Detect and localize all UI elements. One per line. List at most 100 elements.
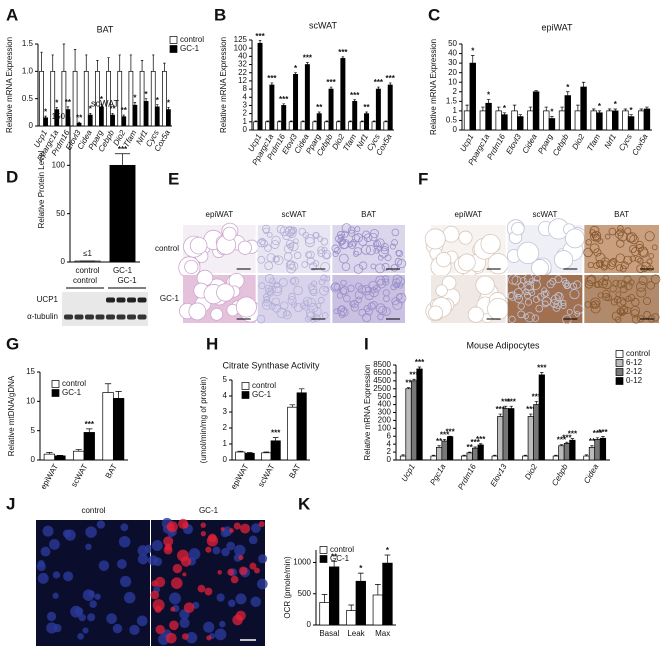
bar xyxy=(569,439,576,461)
cell xyxy=(304,316,311,322)
bar xyxy=(447,436,454,461)
cell xyxy=(308,285,318,295)
band xyxy=(106,297,115,303)
significance: * xyxy=(133,94,137,103)
signal xyxy=(238,555,244,561)
cell xyxy=(573,304,584,315)
cell xyxy=(338,311,346,319)
error-bar xyxy=(278,120,281,122)
signal xyxy=(205,546,212,553)
cell xyxy=(624,227,632,235)
nucleus xyxy=(129,624,140,635)
category-label: GC-1 xyxy=(113,266,133,275)
column-label: epiWAT xyxy=(455,210,483,219)
signal xyxy=(154,605,162,613)
nucleus xyxy=(248,535,258,545)
cell xyxy=(317,236,324,242)
error-bar xyxy=(133,102,137,106)
significance: *** xyxy=(568,430,578,439)
cell xyxy=(309,262,318,271)
error-bar xyxy=(498,413,502,417)
cell xyxy=(596,259,605,269)
legend-swatch xyxy=(615,368,624,376)
bar xyxy=(502,408,509,461)
y-axis-label: Relative mRNA Expression xyxy=(219,37,228,133)
cell xyxy=(269,277,276,285)
signal xyxy=(169,620,179,631)
category-label: BAT xyxy=(287,462,302,480)
y-tick-label: 4 xyxy=(243,92,248,101)
cell xyxy=(320,262,331,272)
cell xyxy=(618,305,629,315)
cell xyxy=(517,302,525,310)
error-bar xyxy=(353,99,356,102)
bar xyxy=(359,121,365,131)
cell xyxy=(629,255,636,262)
cell xyxy=(210,307,224,321)
significance: * xyxy=(550,108,554,117)
panel-label: G xyxy=(6,334,19,353)
cell xyxy=(395,249,402,257)
y-tick-label: 6500 xyxy=(373,368,391,377)
cell xyxy=(397,259,407,269)
bar xyxy=(612,110,619,131)
bar xyxy=(336,121,342,131)
error-bar xyxy=(272,437,279,441)
significance: * xyxy=(487,91,491,100)
bar xyxy=(410,380,418,461)
cell xyxy=(531,314,540,322)
error-bar xyxy=(357,572,364,582)
bar xyxy=(324,121,330,131)
bar xyxy=(527,416,534,461)
y-axis-label: Relative mtDNA/gDNA xyxy=(7,375,16,456)
bar xyxy=(300,121,306,131)
error-bar xyxy=(540,372,544,375)
cell xyxy=(375,263,385,274)
cell xyxy=(619,265,627,273)
cell xyxy=(285,239,295,248)
cell xyxy=(590,303,601,314)
bar xyxy=(594,439,601,461)
cell xyxy=(524,298,533,306)
y-tick-label: 2 xyxy=(387,447,392,456)
cell xyxy=(541,300,549,308)
error-bar xyxy=(613,108,617,111)
cell xyxy=(262,227,270,235)
bar xyxy=(511,110,518,131)
significance: ** xyxy=(436,437,443,446)
cell xyxy=(324,275,331,282)
category-label: Cebpb xyxy=(551,132,571,157)
cell xyxy=(542,290,550,297)
error-bar xyxy=(512,104,517,111)
cell xyxy=(290,277,299,286)
error-bar xyxy=(89,113,92,116)
bar xyxy=(552,455,559,461)
bar xyxy=(319,602,330,626)
cell xyxy=(370,263,377,270)
signal xyxy=(163,536,174,547)
panel-label: J xyxy=(6,494,15,513)
y-tick-label: 1.0 xyxy=(22,66,34,75)
y-tick-label: 3 xyxy=(243,101,248,110)
cell xyxy=(531,259,549,277)
category-label: Nrf1 xyxy=(603,133,618,151)
cell xyxy=(392,274,403,285)
cell xyxy=(534,275,541,282)
cell xyxy=(648,253,655,259)
column-label: BAT xyxy=(614,210,629,219)
cell xyxy=(270,240,280,249)
cell xyxy=(280,301,289,310)
y-tick-label: 0 xyxy=(453,125,458,134)
legend-swatch xyxy=(319,555,328,563)
cell xyxy=(632,315,641,324)
cell xyxy=(487,253,509,275)
error-bar xyxy=(40,51,43,72)
error-bar xyxy=(645,106,649,109)
y-tick-label: 1 xyxy=(243,117,248,126)
cell xyxy=(216,283,235,302)
error-bar xyxy=(140,60,144,72)
cell xyxy=(355,282,363,290)
nucleus xyxy=(226,541,236,551)
nucleus xyxy=(185,632,198,644)
y-tick-label: 0 xyxy=(31,455,36,464)
